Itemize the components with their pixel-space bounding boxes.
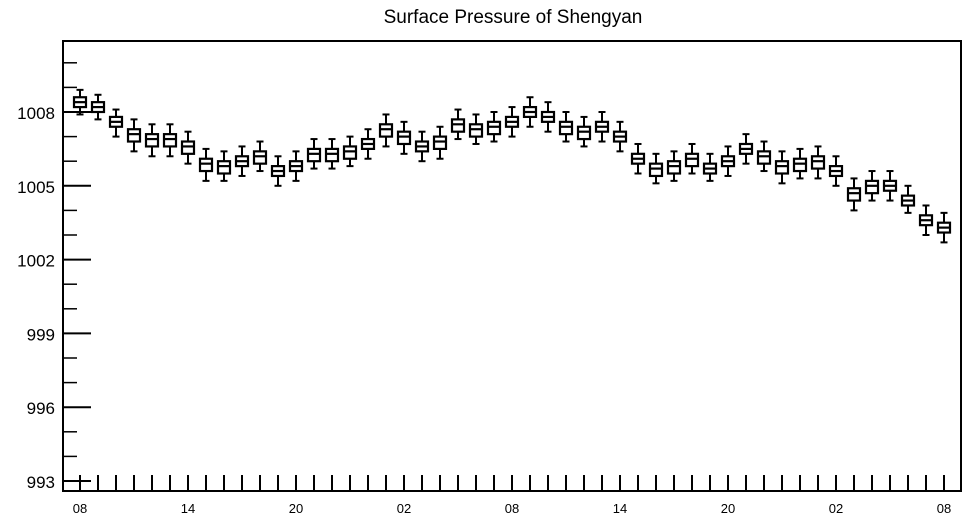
box-iqr bbox=[432, 135, 448, 151]
box-plot bbox=[378, 113, 394, 148]
box-plot bbox=[162, 123, 178, 158]
box-iqr bbox=[756, 150, 772, 165]
box-plot bbox=[504, 106, 520, 138]
box-iqr bbox=[792, 157, 808, 173]
box-plot bbox=[180, 130, 196, 165]
box-iqr bbox=[378, 123, 394, 138]
box-iqr bbox=[180, 140, 196, 155]
box-iqr bbox=[252, 150, 268, 165]
box-plot bbox=[306, 138, 322, 170]
box-plot bbox=[792, 147, 808, 180]
y-tick-label: 999 bbox=[27, 325, 55, 344]
box-plot bbox=[90, 93, 106, 121]
box-iqr bbox=[810, 155, 826, 170]
box-iqr bbox=[450, 118, 466, 133]
box-plot bbox=[522, 96, 538, 128]
y-tick-label: 993 bbox=[27, 473, 55, 492]
box-iqr bbox=[846, 187, 862, 202]
box-plot bbox=[882, 170, 898, 202]
box-plot bbox=[666, 150, 682, 182]
box-iqr bbox=[486, 120, 502, 136]
box-plot bbox=[396, 120, 412, 155]
y-tick-label: 996 bbox=[27, 399, 55, 418]
box-plot bbox=[828, 155, 844, 187]
x-axis: 08 14 20 02 08 14 20 02 08 bbox=[73, 475, 951, 516]
box-plot bbox=[414, 130, 430, 163]
box-plot bbox=[288, 150, 304, 182]
box-iqr bbox=[576, 125, 592, 141]
box-iqr bbox=[126, 128, 142, 143]
box-plot bbox=[324, 138, 340, 170]
box-plot bbox=[558, 111, 574, 143]
box-plot bbox=[630, 142, 646, 175]
box-plot bbox=[252, 140, 268, 173]
chart-title: Surface Pressure of Shengyan bbox=[384, 7, 643, 28]
box-plot bbox=[270, 155, 286, 187]
box-plot bbox=[846, 177, 862, 212]
y-tick-label: 1002 bbox=[17, 252, 55, 271]
box-plot bbox=[810, 145, 826, 180]
x-tick-label: 08 bbox=[937, 501, 951, 516]
box-plot bbox=[864, 170, 880, 202]
y-tick-label: 1008 bbox=[17, 104, 55, 123]
box-plot bbox=[126, 118, 142, 153]
box-plot bbox=[918, 204, 934, 236]
x-tick-label: 02 bbox=[397, 501, 411, 516]
x-tick-label: 08 bbox=[73, 501, 87, 516]
box-plot bbox=[576, 115, 592, 148]
box-plot bbox=[432, 125, 448, 160]
box-iqr bbox=[342, 145, 358, 160]
box-plot bbox=[900, 184, 916, 214]
box-plot bbox=[684, 142, 700, 175]
y-tick-label: 1005 bbox=[17, 178, 55, 197]
x-tick-label: 14 bbox=[613, 501, 627, 516]
box-plot bbox=[612, 120, 628, 153]
box-plot bbox=[144, 123, 160, 158]
box-plot bbox=[738, 133, 754, 165]
box-iqr bbox=[468, 123, 484, 138]
box-plot bbox=[720, 145, 736, 177]
box-iqr bbox=[774, 160, 790, 175]
box-plot bbox=[216, 150, 232, 182]
box-iqr bbox=[198, 157, 214, 173]
x-tick-label: 14 bbox=[181, 501, 195, 516]
box-iqr bbox=[666, 160, 682, 175]
box-iqr bbox=[864, 179, 880, 195]
box-plot bbox=[702, 152, 718, 182]
box-plot bbox=[360, 128, 376, 160]
box-plot bbox=[594, 111, 610, 143]
x-tick-label: 20 bbox=[721, 501, 735, 516]
x-tick-label: 20 bbox=[289, 501, 303, 516]
box-plot bbox=[468, 113, 484, 145]
box-series bbox=[72, 88, 952, 244]
x-tick-label: 08 bbox=[505, 501, 519, 516]
box-iqr bbox=[558, 120, 574, 136]
box-iqr bbox=[684, 152, 700, 168]
box-iqr bbox=[324, 147, 340, 163]
box-plot bbox=[648, 152, 664, 185]
box-plot bbox=[72, 88, 88, 116]
box-plot bbox=[540, 101, 556, 133]
box-iqr bbox=[396, 130, 412, 146]
box-iqr bbox=[216, 160, 232, 175]
x-tick-label: 02 bbox=[829, 501, 843, 516]
box-iqr bbox=[648, 162, 664, 178]
box-iqr bbox=[162, 133, 178, 148]
box-iqr bbox=[306, 147, 322, 163]
box-plot bbox=[342, 135, 358, 168]
box-iqr bbox=[144, 133, 160, 148]
box-plot bbox=[108, 108, 124, 138]
box-plot bbox=[756, 140, 772, 173]
box-plot bbox=[936, 211, 952, 244]
y-axis: 993 996 999 1002 1005 1008 bbox=[17, 62, 91, 492]
box-plot bbox=[486, 111, 502, 143]
box-plot bbox=[450, 108, 466, 141]
box-plot bbox=[774, 150, 790, 185]
box-plot bbox=[234, 145, 250, 177]
box-plot bbox=[198, 147, 214, 182]
